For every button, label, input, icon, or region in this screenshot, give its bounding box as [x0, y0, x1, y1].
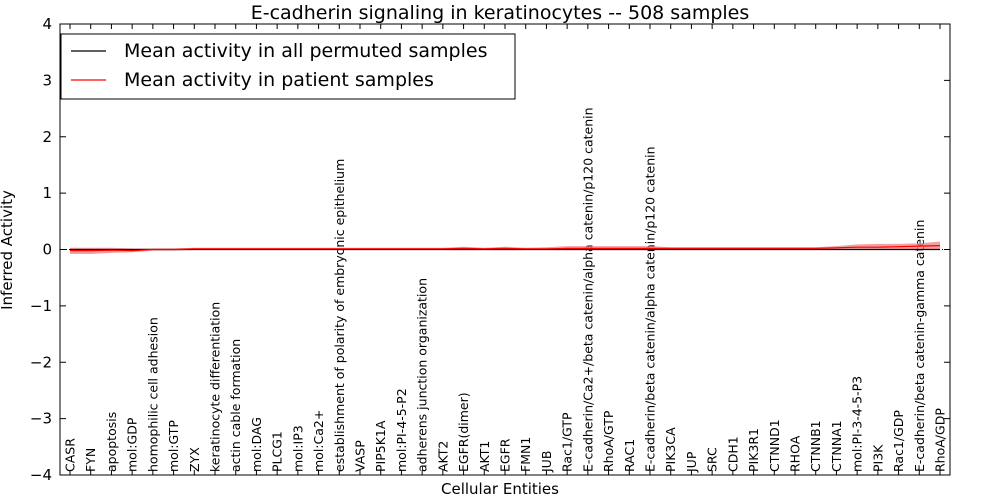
x-category-label: CTNNA1	[829, 420, 844, 472]
x-category-label: RhoA/GTP	[601, 410, 616, 472]
x-category-label: EGFR	[498, 438, 513, 472]
plot-area: 4 3 2 1 0 −1 −2 −3 −4 CASR FYN apoptosis mol:GDP homo…	[30, 15, 951, 484]
x-category-label: PIP5K1A	[373, 420, 388, 472]
x-axis-label: Cellular Entities	[441, 480, 559, 498]
x-category-label: EGFR(dimer)	[456, 392, 471, 472]
x-category-label: RhoA/GDP	[933, 408, 948, 472]
x-category-label: actin cable formation	[228, 339, 243, 472]
legend-label: Mean activity in patient samples	[124, 69, 434, 91]
x-category-label: RHOA	[788, 435, 803, 472]
x-category-label: PLCG1	[270, 431, 285, 472]
x-category-label: PIK3CA	[663, 427, 678, 472]
x-category-label: mol:PI-4-5-P2	[394, 388, 409, 472]
y-tick-label: 0	[42, 241, 52, 259]
x-category-label: mol:GTP	[166, 420, 181, 472]
x-category-label: mol:DAG	[249, 417, 264, 472]
x-category-label: E-cadherin/beta catenin-gamma catenin	[912, 220, 927, 472]
x-category-label: AKT2	[435, 441, 450, 472]
legend-label: Mean activity in all permuted samples	[124, 40, 487, 62]
x-category-label: E-cadherin/Ca2+/beta catenin/alpha caten…	[580, 107, 595, 472]
x-category-label: JUP	[684, 451, 699, 473]
x-category-label: ZYX	[187, 447, 202, 472]
x-category-label: mol:GDP	[125, 417, 140, 472]
x-category-label: FYN	[83, 448, 98, 472]
x-category-label: CTNND1	[767, 419, 782, 472]
legend-box	[60, 33, 516, 100]
y-tick-label: −3	[30, 410, 52, 428]
x-category-label: AKT1	[477, 441, 492, 472]
x-category-label: FMN1	[518, 437, 533, 472]
x-category-label: keratinocyte differentiation	[208, 302, 223, 472]
chart-title: E-cadherin signaling in keratinocytes --…	[251, 2, 750, 24]
x-category-label: CASR	[63, 438, 78, 472]
x-category-label: establishment of polarity of embryonic e…	[332, 159, 347, 472]
x-category-label: CTNNB1	[808, 420, 823, 472]
x-category-label: RAC1	[622, 439, 637, 472]
x-category-label: PIK3R1	[746, 428, 761, 472]
y-tick-label: 2	[42, 128, 52, 146]
x-category-label: VASP	[353, 440, 368, 472]
patient-mean-line	[70, 245, 941, 252]
x-category-label: E-cadherin/beta catenin/alpha catenin/p1…	[643, 146, 658, 472]
x-category-label: SRC	[705, 447, 720, 472]
y-tick-label: −1	[30, 297, 52, 315]
x-category-label: mol:Ca2+	[311, 410, 326, 472]
x-category-label: mol:IP3	[290, 425, 305, 472]
x-category-label: PI3K	[870, 444, 885, 472]
y-tick-label: 4	[42, 15, 52, 33]
y-axis-label: Inferred Activity	[0, 190, 16, 310]
x-category-label: Rac1/GDP	[891, 410, 906, 472]
x-category-label: CDH1	[725, 436, 740, 472]
x-category-label: apoptosis	[104, 412, 119, 472]
x-category-label: homophilic cell adhesion	[145, 317, 160, 472]
y-tick-label: −4	[30, 466, 52, 484]
x-category-label: mol:PI-3-4-5-P3	[850, 376, 865, 472]
x-category-label: JUB	[539, 451, 554, 473]
y-tick-label: 1	[42, 184, 52, 202]
legend: Mean activity in all permuted samples Mea…	[60, 33, 516, 100]
x-category-label: adherens junction organization	[415, 278, 430, 472]
y-tick-label: −2	[30, 353, 52, 371]
x-category-label: Rac1/GTP	[560, 412, 575, 472]
y-tick-label: 3	[42, 71, 52, 89]
